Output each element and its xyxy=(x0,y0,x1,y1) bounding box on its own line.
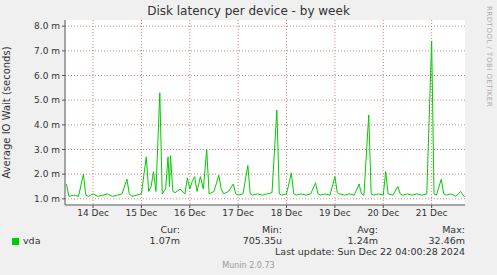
svg-text:20 Dec: 20 Dec xyxy=(367,208,399,218)
svg-text:3.0 m: 3.0 m xyxy=(34,145,60,155)
html-text:Last update: Sun Dec 22 04:00:: Last update: Sun Dec 22 04:00:28 2024 xyxy=(275,246,465,257)
html-text:Avg:: Avg: xyxy=(357,224,378,235)
html-text:705.35u: 705.35u xyxy=(242,235,282,246)
svg-text:4.0 m: 4.0 m xyxy=(34,120,60,130)
html-text:32.46m: 32.46m xyxy=(428,235,465,246)
svg-text:15 Dec: 15 Dec xyxy=(126,208,158,218)
html-text:1.07m: 1.07m xyxy=(149,235,180,246)
html-text:vda: vda xyxy=(23,235,41,246)
svg-text:8.0 m: 8.0 m xyxy=(34,21,60,31)
svg-text:19 Dec: 19 Dec xyxy=(319,208,351,218)
svg-text:21 Dec: 21 Dec xyxy=(416,208,448,218)
svg-text:18 Dec: 18 Dec xyxy=(271,208,303,218)
html-text:Max:: Max: xyxy=(442,224,465,235)
svg-text:17 Dec: 17 Dec xyxy=(222,208,254,218)
html-text:Munin 2.0.73: Munin 2.0.73 xyxy=(222,261,275,270)
svg-text:2.0 m: 2.0 m xyxy=(34,169,60,179)
html-text:Min:: Min: xyxy=(261,224,282,235)
svg-text:6.0 m: 6.0 m xyxy=(34,71,60,81)
svg-text:Average IO Wait (seconds): Average IO Wait (seconds) xyxy=(8,46,12,178)
svg-text:7.0 m: 7.0 m xyxy=(34,46,60,56)
svg-text:16 Dec: 16 Dec xyxy=(174,208,206,218)
svg-text:14 Dec: 14 Dec xyxy=(77,208,109,218)
html-text:RRDTOOL / TOBI OETIKER: RRDTOOL / TOBI OETIKER xyxy=(485,6,493,108)
svg-text:5.0 m: 5.0 m xyxy=(34,95,60,105)
html-text:Cur:: Cur: xyxy=(160,224,180,235)
html-text:Disk latency per device - by w: Disk latency per device - by week xyxy=(147,4,350,18)
svg-text:1.0 m: 1.0 m xyxy=(34,194,60,204)
html-text:1.24m: 1.24m xyxy=(347,235,378,246)
